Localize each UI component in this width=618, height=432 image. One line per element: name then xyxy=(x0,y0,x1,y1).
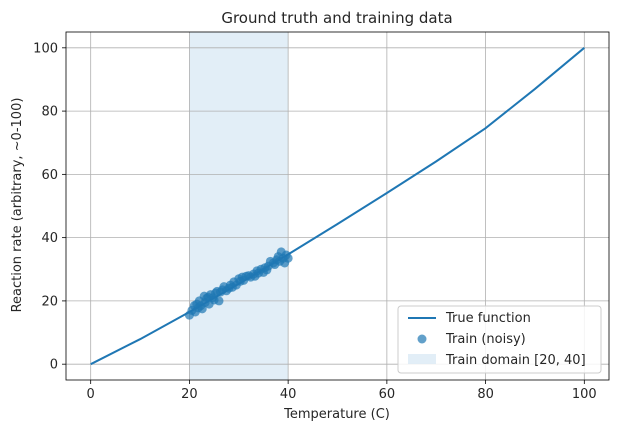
legend-label-train-domain: Train domain [20, 40] xyxy=(445,353,586,368)
train-domain-region xyxy=(189,32,289,380)
y-axis-label: Reaction rate (arbitrary, ~0-100) xyxy=(10,98,25,313)
y-tick-label: 60 xyxy=(41,168,58,183)
legend-box xyxy=(397,305,602,374)
legend-label-train: Train (noisy) xyxy=(445,332,526,347)
y-tick-label: 40 xyxy=(41,231,58,246)
train-point xyxy=(214,296,224,306)
x-axis-label: Temperature (C) xyxy=(283,407,390,422)
x-tick-label: 80 xyxy=(477,387,494,402)
legend-point-swatch xyxy=(417,334,427,344)
x-tick-label: 40 xyxy=(280,387,297,402)
y-tick-label: 80 xyxy=(41,105,58,120)
train-point xyxy=(283,253,293,263)
x-tick-label: 60 xyxy=(379,387,396,402)
x-tick-label: 100 xyxy=(572,387,597,402)
y-tick-label: 0 xyxy=(50,358,58,373)
true-function-line xyxy=(90,47,585,366)
legend-label-true-function: True function xyxy=(445,311,531,326)
y-tick-label: 20 xyxy=(41,294,58,309)
x-tick-label: 0 xyxy=(87,387,95,402)
y-tick-label: 100 xyxy=(33,41,58,56)
x-tick-label: 20 xyxy=(181,387,198,402)
legend-domain-swatch xyxy=(408,354,436,364)
chart-title: Ground truth and training data xyxy=(221,9,452,27)
plot-frame xyxy=(65,31,610,381)
legend: True function Train (noisy) Train domain [… xyxy=(397,305,602,374)
